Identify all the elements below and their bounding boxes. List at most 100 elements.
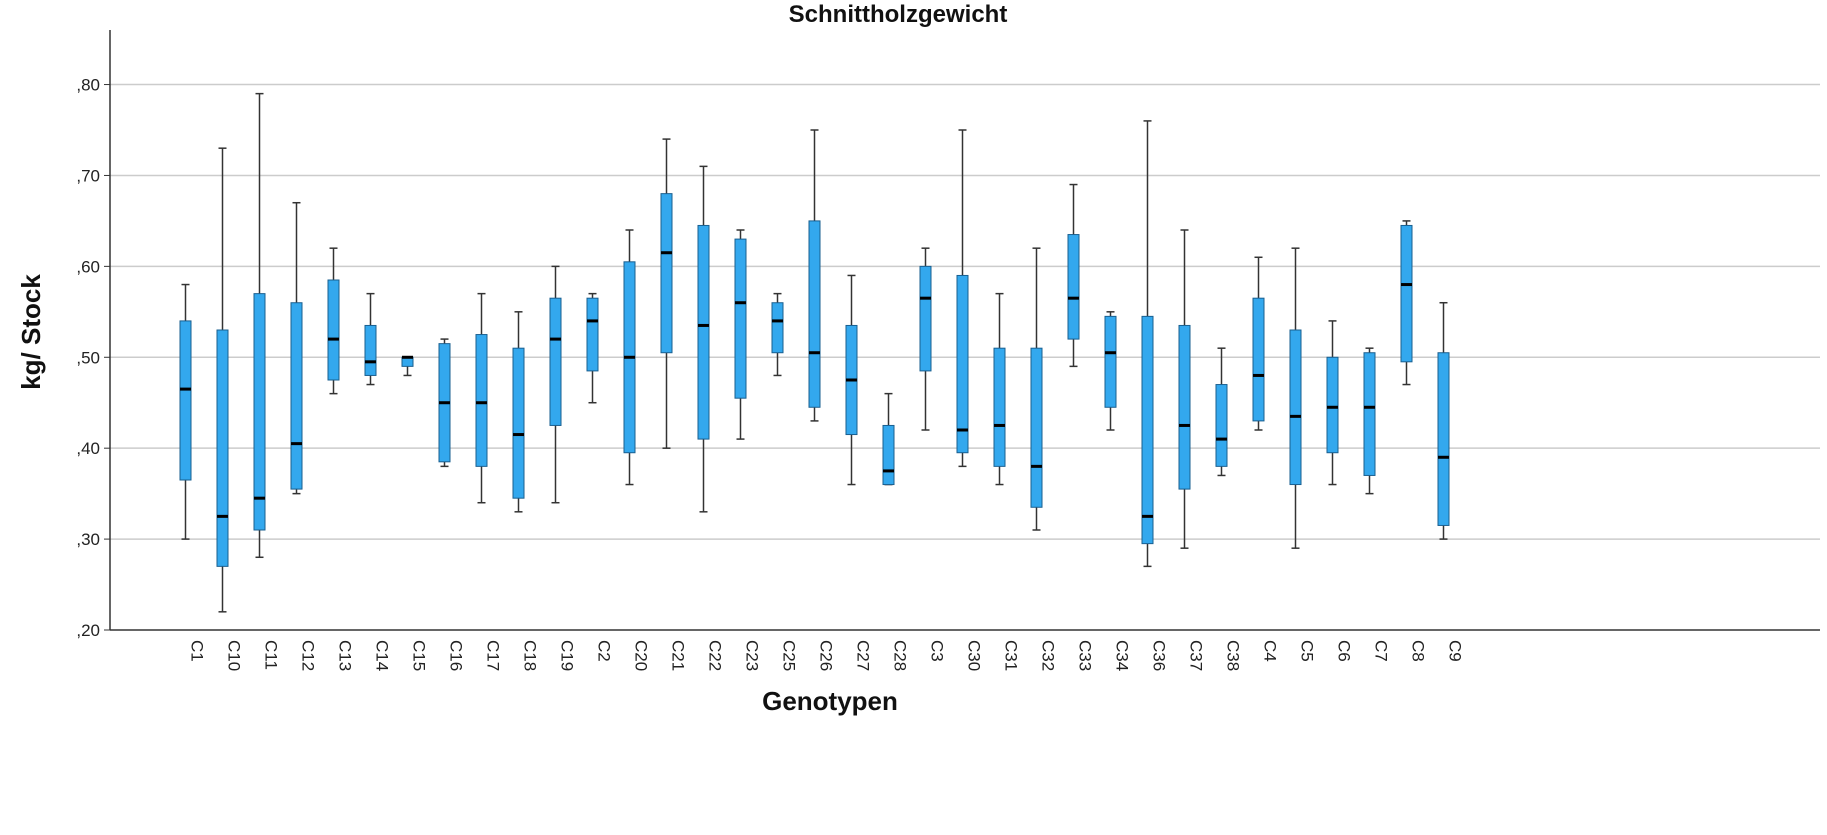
box-iqr bbox=[327, 279, 340, 381]
box-C38 bbox=[1215, 347, 1228, 477]
box-iqr bbox=[1326, 356, 1339, 454]
box-C13 bbox=[327, 247, 340, 395]
x-axis-label: Genotypen bbox=[762, 686, 898, 716]
boxes bbox=[179, 92, 1450, 613]
box-C30 bbox=[956, 129, 969, 468]
box-C15 bbox=[401, 355, 414, 377]
box-iqr bbox=[1067, 234, 1080, 340]
x-tick-label: C37 bbox=[1187, 640, 1206, 671]
x-tick-label: C4 bbox=[1261, 640, 1280, 662]
box-iqr bbox=[253, 293, 266, 531]
y-tick-label: ,70 bbox=[76, 166, 100, 185]
x-tick-labels: C1 C10 C11 C12 C13 C14 C15 C16 C17 C18 C19 C2 C20 C21… bbox=[188, 640, 1465, 671]
x-tick-label: C30 bbox=[965, 640, 984, 671]
box-iqr bbox=[1104, 315, 1117, 408]
y-tick-label: ,20 bbox=[76, 621, 100, 640]
x-tick-label: C6 bbox=[1335, 640, 1354, 662]
box-iqr bbox=[1178, 324, 1191, 490]
x-tick-label: C11 bbox=[262, 640, 281, 670]
box-iqr bbox=[1215, 384, 1228, 467]
x-tick-label: C21 bbox=[669, 640, 688, 671]
box-C18 bbox=[512, 311, 525, 513]
x-tick-label: C8 bbox=[1409, 640, 1428, 662]
box-C2 bbox=[586, 292, 599, 404]
x-tick-label: C3 bbox=[928, 640, 947, 662]
y-tick-labels: ,20 ,30 ,40 ,50 ,60 ,70 ,80 bbox=[76, 76, 110, 640]
x-tick-label: C38 bbox=[1224, 640, 1243, 671]
y-tick-label: ,30 bbox=[76, 530, 100, 549]
box-C28 bbox=[882, 392, 895, 486]
box-C11 bbox=[253, 92, 266, 559]
x-tick-label: C16 bbox=[447, 640, 466, 671]
x-tick-label: C36 bbox=[1150, 640, 1169, 671]
box-C19 bbox=[549, 265, 562, 504]
box-iqr bbox=[734, 238, 747, 399]
x-tick-label: C34 bbox=[1113, 640, 1132, 671]
box-iqr bbox=[771, 302, 784, 354]
box-C36 bbox=[1141, 120, 1154, 568]
y-tick-label: ,40 bbox=[76, 439, 100, 458]
box-C12 bbox=[290, 201, 303, 495]
x-tick-label: C1 bbox=[188, 640, 207, 662]
x-tick-label: C23 bbox=[743, 640, 762, 671]
box-C9 bbox=[1437, 301, 1450, 540]
x-tick-label: C20 bbox=[632, 640, 651, 671]
box-C27 bbox=[845, 274, 858, 486]
box-C21 bbox=[660, 138, 673, 449]
box-iqr bbox=[1400, 224, 1413, 363]
box-C5 bbox=[1289, 247, 1302, 549]
box-iqr bbox=[882, 424, 895, 486]
box-iqr bbox=[808, 220, 821, 408]
box-iqr bbox=[364, 324, 377, 376]
x-tick-label: C31 bbox=[1002, 640, 1021, 671]
x-tick-label: C19 bbox=[558, 640, 577, 671]
box-C4 bbox=[1252, 256, 1265, 431]
box-iqr bbox=[549, 297, 562, 426]
box-C14 bbox=[364, 292, 377, 386]
box-iqr bbox=[1141, 315, 1154, 545]
box-C6 bbox=[1326, 320, 1339, 486]
x-tick-label: C26 bbox=[817, 640, 836, 671]
box-C25 bbox=[771, 292, 784, 377]
x-tick-label: C14 bbox=[373, 640, 392, 671]
box-iqr bbox=[956, 274, 969, 454]
box-C22 bbox=[697, 165, 710, 513]
x-tick-label: C17 bbox=[484, 640, 503, 671]
y-tick-label: ,50 bbox=[76, 348, 100, 367]
x-tick-label: C27 bbox=[854, 640, 873, 671]
x-tick-label: C22 bbox=[706, 640, 725, 671]
box-C37 bbox=[1178, 229, 1191, 549]
box-iqr bbox=[1252, 297, 1265, 422]
y-tick-label: ,80 bbox=[76, 76, 100, 95]
box-C23 bbox=[734, 229, 747, 440]
box-iqr bbox=[179, 320, 192, 481]
box-iqr bbox=[1363, 352, 1376, 476]
x-tick-label: C7 bbox=[1372, 640, 1391, 662]
box-iqr bbox=[475, 334, 488, 467]
box-iqr bbox=[1030, 347, 1043, 508]
box-iqr bbox=[1289, 329, 1302, 486]
x-tick-label: C18 bbox=[521, 640, 540, 671]
box-C17 bbox=[475, 292, 488, 504]
box-C3 bbox=[919, 247, 932, 431]
x-tick-label: C12 bbox=[299, 640, 318, 671]
box-C34 bbox=[1104, 311, 1117, 431]
x-tick-label: C15 bbox=[410, 640, 429, 671]
y-tick-label: ,60 bbox=[76, 257, 100, 276]
box-C7 bbox=[1363, 347, 1376, 495]
x-tick-label: C13 bbox=[336, 640, 355, 671]
box-C32 bbox=[1030, 247, 1043, 531]
box-C26 bbox=[808, 129, 821, 422]
box-iqr bbox=[919, 265, 932, 372]
x-tick-label: C2 bbox=[595, 640, 614, 662]
box-C16 bbox=[438, 338, 451, 468]
x-tick-label: C25 bbox=[780, 640, 799, 671]
x-tick-label: C9 bbox=[1446, 640, 1465, 662]
x-tick-label: C33 bbox=[1076, 640, 1095, 671]
box-iqr bbox=[216, 329, 229, 567]
x-tick-label: C5 bbox=[1298, 640, 1317, 662]
x-tick-label: C28 bbox=[891, 640, 910, 671]
chart-title: Schnittholzgewicht bbox=[789, 1, 1008, 28]
box-iqr bbox=[993, 347, 1006, 467]
